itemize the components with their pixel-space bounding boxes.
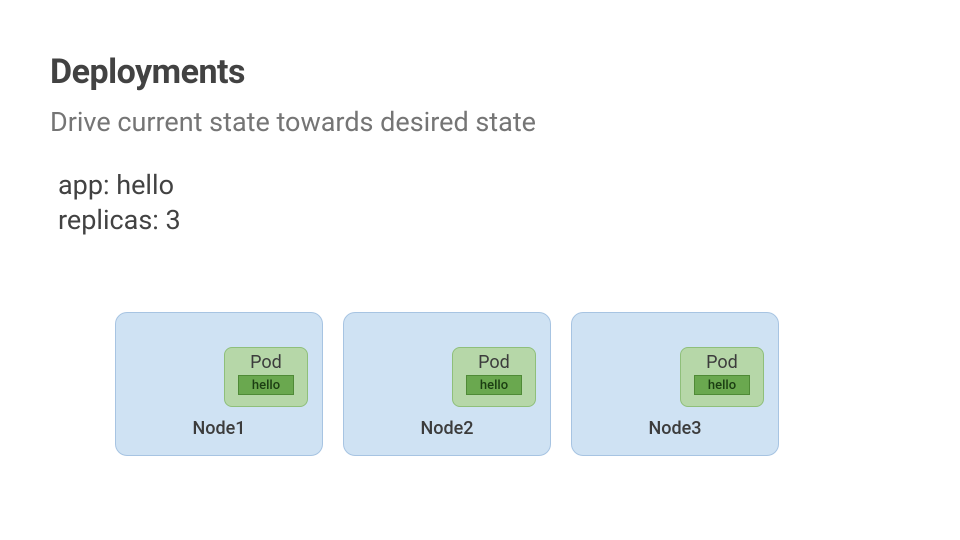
node-2-label: Node2 xyxy=(344,418,550,439)
nodes-row: Pod hello Node1 Pod hello Node2 Pod hell… xyxy=(115,312,779,456)
deployment-spec: app: hello replicas: 3 xyxy=(50,168,910,238)
node-3-label: Node3 xyxy=(572,418,778,439)
pod-2: Pod hello xyxy=(452,347,536,407)
pod-2-container-label: hello xyxy=(480,378,508,393)
pod-2-title: Pod xyxy=(478,352,510,373)
spec-line-replicas: replicas: 3 xyxy=(58,203,910,238)
slide: Deployments Drive current state towards … xyxy=(0,0,960,540)
node-2: Pod hello Node2 xyxy=(343,312,551,456)
pod-3-container: hello xyxy=(694,375,750,395)
pod-2-container: hello xyxy=(466,375,522,395)
pod-3-container-label: hello xyxy=(708,378,736,393)
spec-line-app: app: hello xyxy=(58,168,910,203)
slide-title: Deployments xyxy=(50,52,910,92)
pod-1-container: hello xyxy=(238,375,294,395)
node-1: Pod hello Node1 xyxy=(115,312,323,456)
node-1-label: Node1 xyxy=(116,418,322,439)
pod-1-title: Pod xyxy=(250,352,282,373)
pod-3-title: Pod xyxy=(706,352,738,373)
pod-3: Pod hello xyxy=(680,347,764,407)
slide-subtitle: Drive current state towards desired stat… xyxy=(50,106,910,138)
pod-1-container-label: hello xyxy=(252,378,280,393)
node-3: Pod hello Node3 xyxy=(571,312,779,456)
pod-1: Pod hello xyxy=(224,347,308,407)
